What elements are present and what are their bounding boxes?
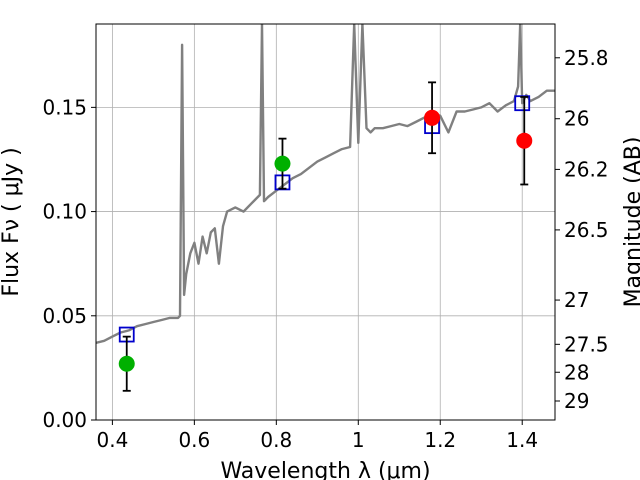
x-axis-label: Wavelength λ (μm): [220, 459, 430, 480]
y2-axis-label: Magnitude (AB): [621, 137, 640, 308]
y-tick-label-3: 0.15: [42, 95, 87, 119]
mag-tick-label-7: 29: [564, 389, 589, 413]
plot-frame: [95, 23, 556, 421]
mag-tick-label-6: 28: [564, 360, 589, 384]
y-axis-label: Flux Fν ( μJy ): [0, 147, 24, 296]
axes: 0.4 0.6 0.8 1 1.2 1.4 0.00 0.05 0.10 0.15 25.8 26 26…: [42, 23, 609, 452]
mag-tick-label-5: 27.5: [564, 332, 609, 356]
mag-tick-label-2: 26.2: [564, 157, 609, 181]
x-tick-label-5: 1.4: [506, 428, 538, 452]
observed-point-2-1: [274, 155, 291, 172]
mag-tick-label-4: 27: [564, 288, 589, 312]
mag-tick-label-3: 26.5: [564, 218, 609, 242]
grid-lines: [96, 24, 555, 421]
mag-tick-label-1: 26: [564, 107, 589, 131]
x-tick-label-1: 0.6: [178, 428, 210, 452]
observed-point-3-1: [516, 132, 533, 149]
y-tick-label-0: 0.00: [42, 408, 87, 432]
observed-point-2-0: [118, 355, 135, 372]
plot-area: [96, 24, 555, 392]
y-tick-label-1: 0.05: [42, 304, 87, 328]
x-tick-label-2: 0.8: [260, 428, 292, 452]
mag-tick-label-0: 25.8: [564, 46, 609, 70]
spectrum-line: [96, 24, 555, 345]
x-tick-label-0: 0.4: [96, 428, 128, 452]
x-tick-label-3: 1: [352, 428, 365, 452]
y-tick-label-2: 0.10: [42, 200, 87, 224]
observed-point-3-0: [424, 109, 441, 126]
x-tick-label-4: 1.2: [424, 428, 456, 452]
